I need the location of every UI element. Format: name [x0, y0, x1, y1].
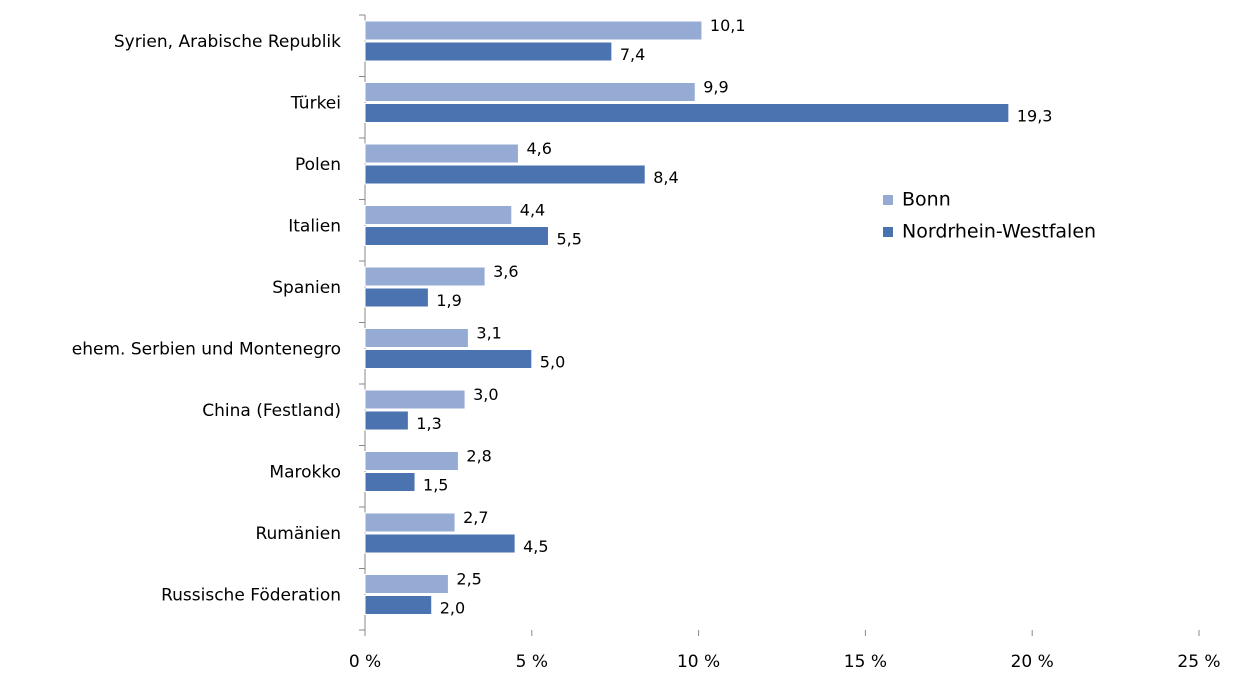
bar: [364, 389, 466, 410]
bar: [364, 287, 429, 308]
y-tick-label: Rumänien: [255, 524, 341, 544]
bar: [364, 103, 1010, 123]
legend-label: Bonn: [902, 189, 951, 211]
bar: [364, 328, 469, 348]
value-label: 19,3: [1017, 107, 1053, 126]
value-label: 3,1: [476, 324, 501, 343]
y-tick-label: Syrien, Arabische Republik: [114, 32, 341, 52]
bar: [364, 595, 433, 615]
legend-swatch: [883, 195, 893, 205]
y-tick-label: Türkei: [290, 93, 341, 113]
x-tick-label: 25 %: [1177, 652, 1220, 672]
x-tick-label: 10 %: [677, 652, 720, 672]
value-label: 4,5: [523, 537, 548, 556]
value-label: 9,9: [703, 78, 728, 97]
bar: [364, 164, 646, 185]
legend-label: Nordrhein-Westfalen: [902, 221, 1096, 243]
y-tick-label: Spanien: [272, 278, 341, 298]
y-tick-label: Italien: [288, 216, 341, 236]
y-tick-label: ehem. Serbien und Montenegro: [72, 339, 341, 359]
bar: [364, 226, 549, 246]
bar: [364, 512, 456, 533]
value-label: 8,4: [653, 168, 678, 187]
bar: [364, 472, 416, 492]
value-label: 1,9: [436, 291, 461, 310]
value-label: 3,0: [473, 385, 498, 404]
value-label: 4,6: [526, 139, 551, 158]
bar: [364, 41, 613, 62]
value-label: 4,4: [520, 201, 545, 220]
value-label: 1,3: [416, 414, 441, 433]
bar: [364, 20, 703, 41]
y-tick-label: Polen: [295, 155, 341, 175]
bar: [364, 533, 516, 554]
x-tick-label: 15 %: [844, 652, 887, 672]
bar: [364, 205, 513, 225]
bar: [364, 349, 533, 369]
value-label: 3,6: [493, 262, 518, 281]
value-label: 2,5: [456, 570, 481, 589]
bar: [364, 82, 696, 102]
y-tick-label: China (Festland): [202, 401, 341, 421]
y-tick-label: Russische Föderation: [161, 585, 341, 605]
bar: [364, 574, 449, 594]
bar: [364, 451, 459, 471]
value-label: 10,1: [710, 16, 746, 35]
value-label: 1,5: [423, 476, 448, 495]
legend-swatch: [883, 227, 893, 237]
value-label: 2,7: [463, 508, 488, 527]
value-label: 5,0: [540, 353, 565, 372]
y-tick-label: Marokko: [269, 462, 341, 482]
bar: [364, 410, 409, 431]
x-tick-label: 0 %: [349, 652, 381, 672]
value-label: 2,0: [440, 599, 465, 618]
bar: [364, 266, 486, 287]
bar: [364, 143, 519, 164]
x-tick-label: 5 %: [516, 652, 548, 672]
x-tick-label: 20 %: [1011, 652, 1054, 672]
value-label: 5,5: [556, 230, 581, 249]
value-label: 7,4: [620, 45, 645, 64]
value-label: 2,8: [466, 447, 491, 466]
